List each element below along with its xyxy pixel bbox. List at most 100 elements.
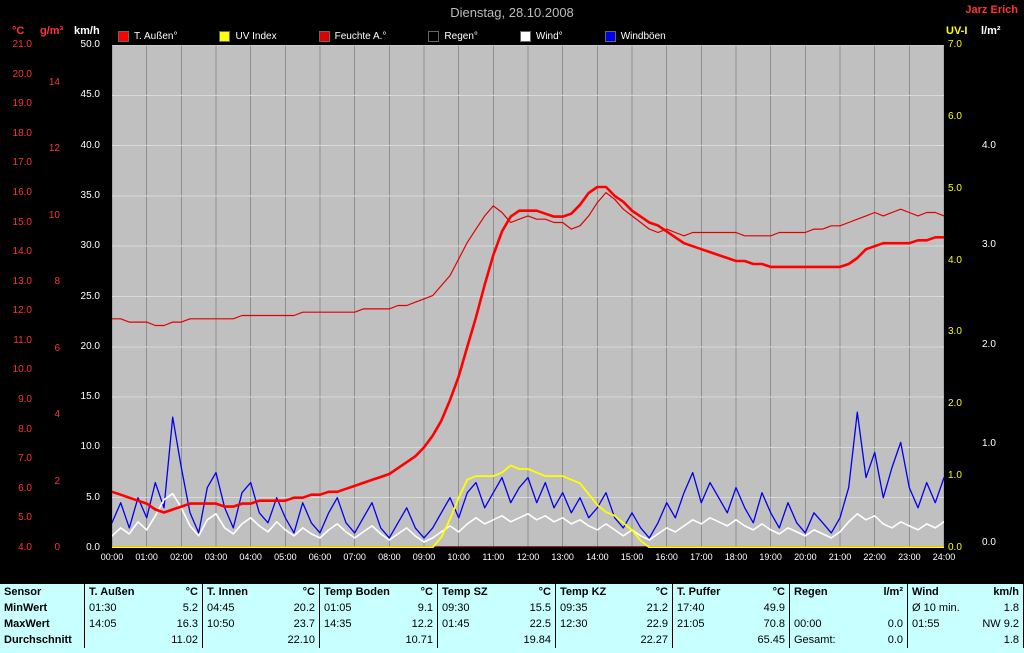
cell-left-text: 04:45 bbox=[207, 602, 235, 614]
cell-left-text: 09:35 bbox=[560, 602, 588, 614]
axis-tick: 7.0 bbox=[18, 453, 32, 465]
summary-table: Sensor T. Außen °C T. Innen °C Temp Boden °C Te… bbox=[0, 583, 1024, 653]
axis-tick: 20.0 bbox=[12, 68, 32, 80]
cell-right-text: 9.1 bbox=[417, 602, 433, 614]
x-axis-label: 02:00 bbox=[170, 552, 193, 562]
cell-left-text: 01:30 bbox=[89, 602, 117, 614]
table-cell: 11.02 bbox=[85, 632, 203, 648]
cell-right-text: 49.9 bbox=[763, 602, 785, 614]
axis-tick: 3.0 bbox=[948, 326, 962, 338]
cell-right-text: 1.8 bbox=[1003, 602, 1019, 614]
table-cell: T. Puffer °C bbox=[673, 584, 790, 600]
chart-svg bbox=[110, 44, 946, 549]
cell-right-text: 70.8 bbox=[763, 618, 785, 630]
cell-left-text: 09:30 bbox=[442, 602, 470, 614]
table-cell: T. Außen °C bbox=[85, 584, 203, 600]
series-line bbox=[111, 492, 945, 543]
x-axis-label: 12:00 bbox=[516, 552, 540, 562]
axis-unit-uv: UV-I bbox=[946, 25, 968, 37]
table-cell: 22.10 bbox=[203, 632, 320, 648]
axis-tick: 19.0 bbox=[12, 98, 32, 110]
axis-tick: 12 bbox=[48, 143, 60, 155]
axis-tick: 10 bbox=[48, 209, 60, 221]
axis-tick: 6 bbox=[54, 342, 60, 354]
axis-tick: 4 bbox=[54, 409, 60, 421]
cell-right-text: 21.2 bbox=[646, 602, 668, 614]
cell-right-text: °C bbox=[420, 586, 433, 598]
axis-tick: 6.0 bbox=[948, 110, 962, 122]
cell-left-text: Temp SZ bbox=[442, 586, 488, 598]
axis-tick: 8.0 bbox=[18, 423, 32, 435]
table-cell: 14:05 16.3 bbox=[85, 616, 203, 632]
axis-tick: 6.0 bbox=[18, 482, 32, 494]
cell-right-text: °C bbox=[538, 586, 551, 598]
station-name: Jarz Erich bbox=[965, 4, 1018, 16]
axis-tick: 4.0 bbox=[982, 140, 996, 151]
x-axis-label: 07:00 bbox=[343, 552, 366, 562]
axis-unit-lm2: l/m² bbox=[981, 25, 1001, 37]
table-cell: 1.8 bbox=[908, 632, 1024, 648]
cell-left-text: Durchschnitt bbox=[4, 634, 72, 646]
legend-swatch-icon bbox=[519, 31, 531, 42]
table-cell: 10:50 23.7 bbox=[203, 616, 320, 632]
table-cell: Temp KZ °C bbox=[556, 584, 673, 600]
cell-left-text: Sensor bbox=[4, 586, 42, 598]
series-line bbox=[111, 411, 945, 539]
cell-left-text: T. Außen bbox=[89, 586, 135, 598]
x-axis-label: 04:00 bbox=[239, 552, 262, 562]
axis-tick: 10.0 bbox=[80, 441, 100, 453]
table-row: Sensor T. Außen °C T. Innen °C Temp Boden °C Te… bbox=[0, 584, 1024, 600]
x-axis-label: 18:00 bbox=[724, 552, 748, 562]
table-cell: 17:40 49.9 bbox=[673, 600, 790, 616]
axis-tick: 1.0 bbox=[948, 470, 962, 482]
table-cell: 12:30 22.9 bbox=[556, 616, 673, 632]
cell-right-text: °C bbox=[655, 586, 668, 598]
axis-tick: 4.0 bbox=[18, 542, 32, 553]
chart-plot-area bbox=[110, 44, 946, 549]
axis-tick: 2 bbox=[54, 475, 60, 487]
x-axis-label: 08:00 bbox=[378, 552, 401, 562]
table-cell: 21:05 70.8 bbox=[673, 616, 790, 632]
axis-tick: 14.0 bbox=[12, 246, 32, 258]
cell-left-text: 01:55 bbox=[912, 618, 940, 630]
cell-left-text: Temp Boden bbox=[324, 586, 390, 598]
cell-left-text: 00:00 bbox=[794, 618, 822, 630]
axis-tick: 0.0 bbox=[86, 542, 100, 553]
table-cell: 01:05 9.1 bbox=[320, 600, 438, 616]
cell-left-text: Temp KZ bbox=[560, 586, 607, 598]
table-cell: 65.45 bbox=[673, 632, 790, 648]
cell-right-text: 22.10 bbox=[287, 634, 315, 646]
x-axis-label: 16:00 bbox=[655, 552, 678, 562]
legend-item: Windböen bbox=[604, 31, 666, 42]
legend-label: Wind° bbox=[535, 31, 563, 42]
x-axis-label: 00:00 bbox=[100, 552, 124, 562]
table-cell: 01:30 5.2 bbox=[85, 600, 203, 616]
table-cell: 19.84 bbox=[438, 632, 556, 648]
x-axis-label: 17:00 bbox=[690, 552, 713, 562]
axis-tick: 21.0 bbox=[12, 39, 32, 50]
x-axis-label: 22:00 bbox=[863, 552, 886, 562]
cell-left-text: MinWert bbox=[4, 602, 48, 614]
table-cell: 10.71 bbox=[320, 632, 438, 648]
axis-tick: 14 bbox=[48, 77, 60, 88]
x-axis-label: 19:00 bbox=[759, 552, 782, 562]
axis-unit-gm3: g/m³ bbox=[40, 25, 64, 37]
table-cell: 00:00 0.0 bbox=[790, 616, 908, 632]
cell-right-text: 19.84 bbox=[523, 634, 551, 646]
table-cell: Sensor bbox=[0, 584, 85, 600]
axis-tick: 18.0 bbox=[12, 127, 32, 139]
table-row: Durchschnitt 11.02 22.10 10.71 19.84 22.27 65.… bbox=[0, 632, 1024, 648]
x-axis-label: 03:00 bbox=[204, 552, 228, 562]
cell-right-text: l/m² bbox=[883, 586, 903, 598]
x-axis-label: 09:00 bbox=[412, 552, 436, 562]
legend-swatch-icon bbox=[428, 31, 440, 42]
table-row: MaxWert 14:05 16.3 10:50 23.7 14:35 12.2 01:45 2… bbox=[0, 616, 1024, 632]
axis-tick: 45.0 bbox=[80, 89, 100, 101]
cell-right-text: 15.5 bbox=[529, 602, 551, 614]
cell-left-text: 10:50 bbox=[207, 618, 235, 630]
cell-left-text: 17:40 bbox=[677, 602, 705, 614]
table-cell: Durchschnitt bbox=[0, 632, 85, 648]
table-cell: 14:35 12.2 bbox=[320, 616, 438, 632]
x-axis-label: 13:00 bbox=[551, 552, 574, 562]
cell-right-text: 65.45 bbox=[757, 634, 785, 646]
